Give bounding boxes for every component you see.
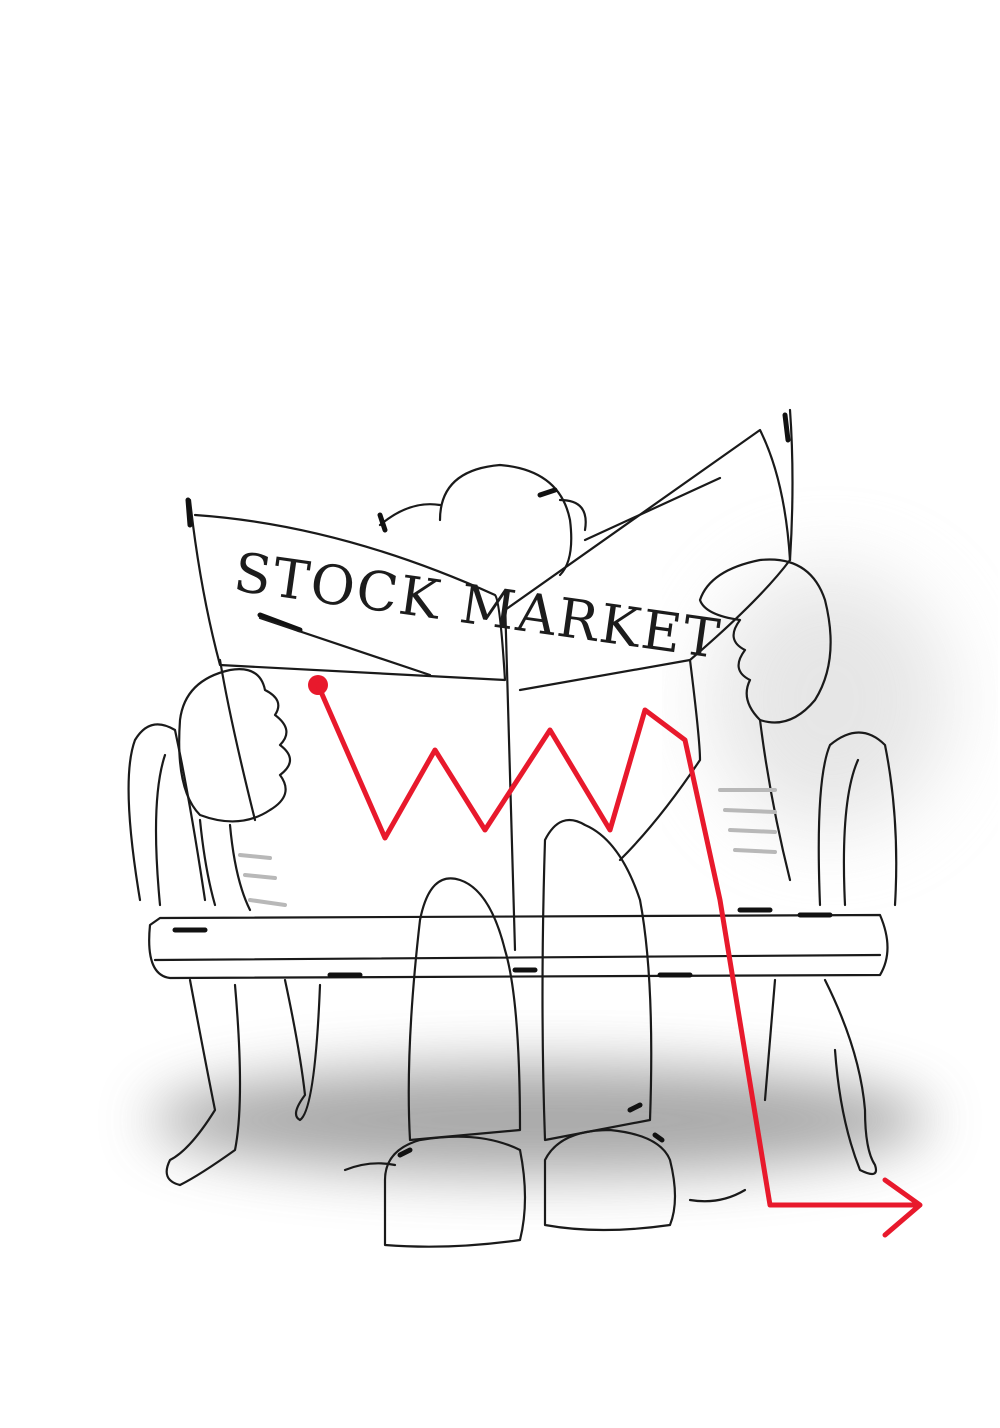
falling-trend-arrow-icon (308, 675, 923, 1238)
ground-shadow (150, 570, 950, 1175)
reader-left-hand (178, 668, 292, 912)
reader-right-hand (698, 558, 832, 882)
newspaper-headline: STOCK MARKET (230, 540, 725, 671)
bench-icon (127, 723, 898, 1187)
reader-head (377, 463, 587, 577)
newspaper-icon (185, 408, 794, 952)
reader-legs (343, 818, 747, 1248)
